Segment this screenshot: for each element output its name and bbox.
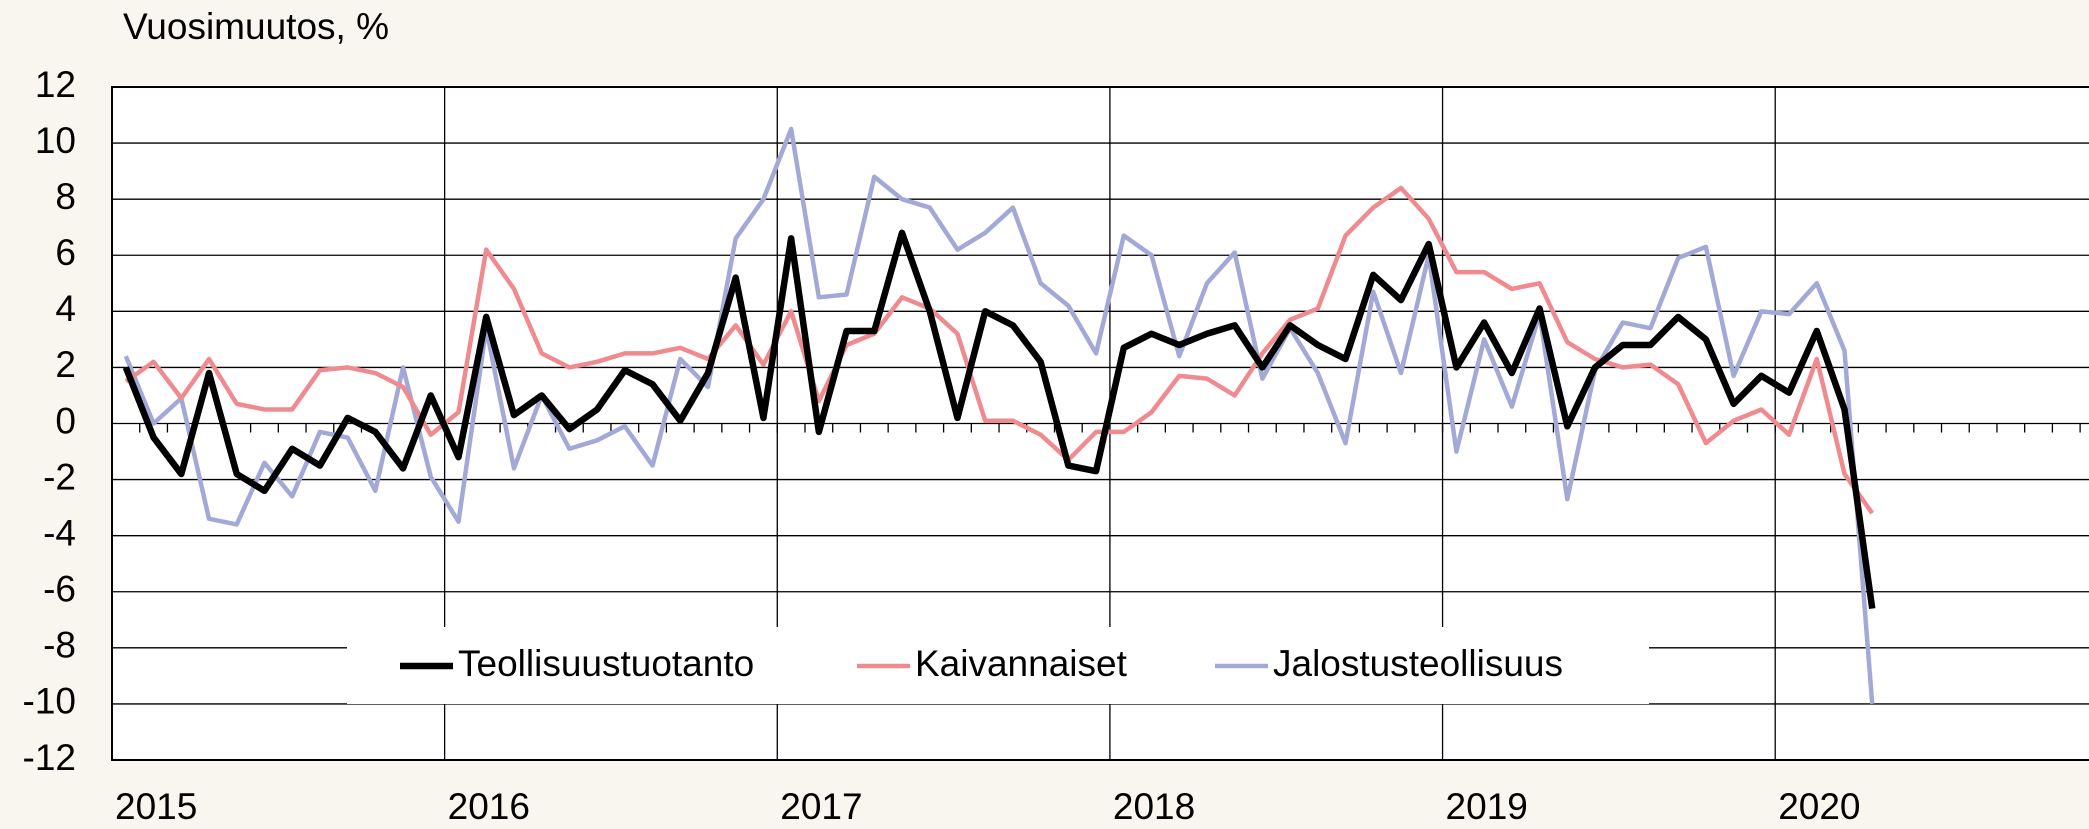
y-tick-label: 0 <box>55 400 76 441</box>
x-tick-label: 2016 <box>448 786 530 827</box>
legend-label: Teollisuustuotanto <box>458 643 754 684</box>
y-tick-label: -10 <box>23 681 76 722</box>
y-tick-label: 6 <box>55 232 76 273</box>
x-tick-label: 2019 <box>1446 786 1528 827</box>
y-tick-label: 12 <box>35 64 76 105</box>
series-line <box>123 126 1875 705</box>
y-tick-label: 10 <box>35 120 76 161</box>
legend-label: Jalostusteollisuus <box>1273 643 1563 684</box>
series-line <box>124 185 1875 515</box>
series-line <box>122 229 1876 610</box>
y-tick-label: 2 <box>55 344 76 385</box>
y-tick-label: -12 <box>23 737 76 778</box>
x-tick-label: 2015 <box>115 786 197 827</box>
legend-box <box>347 627 1649 704</box>
y-tick-label: -8 <box>43 625 76 666</box>
plot-border <box>111 86 2089 761</box>
x-tick-label: 2017 <box>780 786 862 827</box>
x-tick-label: 2018 <box>1113 786 1195 827</box>
x-tick-label: 2020 <box>1778 786 1860 827</box>
y-axis-label: Vuosimuutos, % <box>123 6 389 47</box>
y-tick-label: 8 <box>55 176 76 217</box>
y-tick-label: -6 <box>43 569 76 610</box>
y-tick-label: 4 <box>55 288 76 329</box>
y-tick-label: -2 <box>43 456 76 497</box>
legend-label: Kaivannaiset <box>915 643 1128 684</box>
y-tick-label: -4 <box>43 512 76 553</box>
